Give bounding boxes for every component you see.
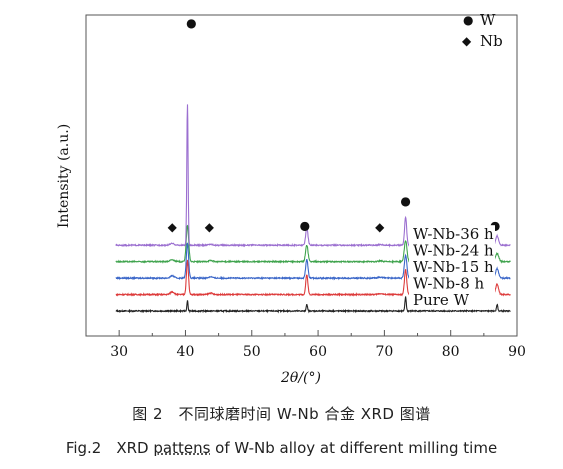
caption-en-suffix: of W-Nb alloy at different milling time [210,439,498,457]
legend-marker-w: ● [463,13,473,27]
series-label-bg [409,258,495,277]
x-tick-label-70: 70 [375,344,393,360]
legend-label-nb: Nb [480,32,503,50]
series-label-pure-w: Pure W [413,291,470,309]
x-tick-label-90: 90 [508,344,526,360]
series-label-bg [409,241,495,260]
series-labels: Pure WW-Nb-8 hW-Nb-15 hW-Nb-24 hW-Nb-36 … [409,225,495,309]
x-axis-label: 2θ/(°) [280,370,321,386]
w-peak-marker: ● [490,219,500,233]
nb-peak-marker: ◆ [205,220,215,234]
legend: ● W ◆ Nb [462,11,503,50]
nb-peak-marker: ◆ [375,220,385,234]
w-peak-marker: ● [186,16,196,30]
series-label-w-nb-36-h: W-Nb-36 h [413,225,494,243]
y-axis-label: Intensity (a.u.) [56,124,72,228]
x-axis-ticks: 30 40 50 60 70 80 90 [85,330,526,360]
x-tick-label-30: 30 [110,344,128,360]
legend-marker-nb: ◆ [462,34,472,48]
caption-en-prefix: Fig.2 XRD [65,439,154,457]
series-label-bg [409,274,495,293]
plot-frame [85,14,518,337]
series-label-bg [409,291,495,309]
w-peak-marker: ● [400,194,410,208]
x-tick-label-50: 50 [243,344,261,360]
xrd-chart: 30 40 50 60 70 80 90 ●◆ ◆ ● ◆●● Pure WW-Nb-8 hW-N… [56,11,526,386]
x-tick-label-40: 40 [177,344,195,360]
caption-chinese: 图 2 不同球磨时间 W-Nb 合金 XRD 图谱 [132,405,431,423]
series-label-w-nb-8-h: W-Nb-8 h [413,275,485,293]
legend-label-w: W [480,11,496,29]
phase-markers: ● ◆ ◆ ● ◆ ● ● [168,16,501,234]
nb-peak-marker: ◆ [168,220,178,234]
x-tick-label-60: 60 [309,344,327,360]
series-label-w-nb-15-h: W-Nb-15 h [413,258,494,276]
caption-english: Fig.2 XRD pattens of W-Nb alloy at diffe… [0,437,563,458]
x-tick-label-80: 80 [442,344,460,360]
series-label-bg [409,225,495,244]
series-label-w-nb-24-h: W-Nb-24 h [413,242,494,260]
caption-en-underlined-word: pattens [153,439,211,457]
w-peak-marker: ● [300,219,310,233]
xrd-curve-pure-w [115,296,511,314]
